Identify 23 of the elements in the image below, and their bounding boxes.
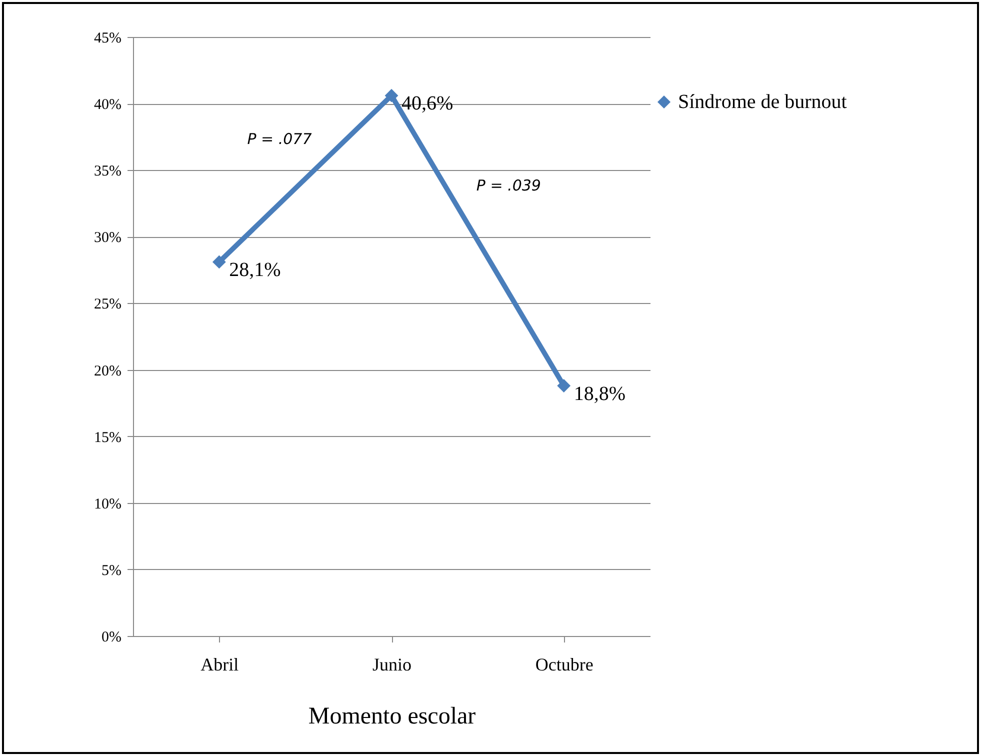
y-tick-label: 45% — [94, 30, 122, 46]
data-label: 18,8% — [574, 382, 626, 405]
annotation: P = .077 — [247, 130, 312, 148]
x-tick-label: Junio — [372, 654, 412, 674]
legend-label: Síndrome de burnout — [678, 91, 848, 113]
y-tick-label: 5% — [102, 562, 122, 579]
y-tick-label: 30% — [94, 230, 122, 246]
point — [557, 379, 571, 392]
x-axis-title: Momento escolar — [308, 704, 476, 730]
x-tick-label: Abril — [200, 654, 239, 674]
y-tick-label: 0% — [102, 630, 122, 646]
annotation: P = .039 — [476, 176, 541, 195]
y-tick-label: 40% — [94, 97, 122, 114]
point — [212, 255, 226, 269]
data-label: 28,1% — [229, 258, 281, 281]
y-tick-label: 15% — [94, 430, 122, 446]
y-tick-label: 35% — [94, 164, 122, 180]
y-tick-label: 25% — [94, 296, 122, 313]
point — [384, 88, 398, 102]
data-label: 40,6% — [402, 92, 454, 115]
y-tick-label: 20% — [94, 363, 122, 380]
y-tick-label: 10% — [94, 496, 122, 512]
x-tick-label: Octubre — [535, 654, 594, 674]
